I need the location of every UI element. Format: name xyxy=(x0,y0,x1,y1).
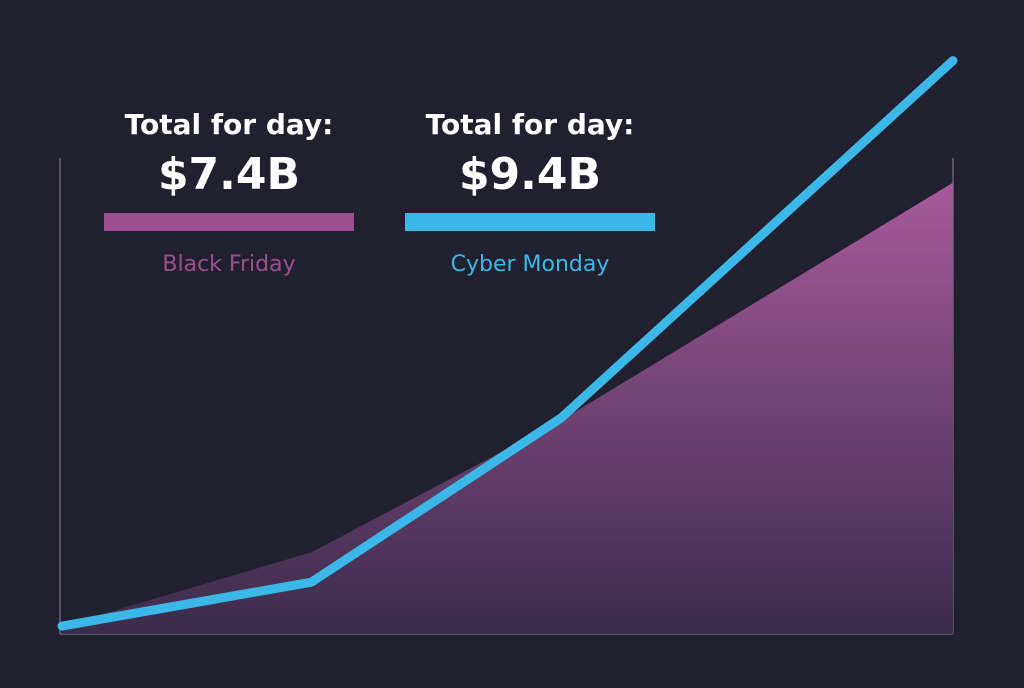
area xyxy=(62,182,953,634)
total-amount: $7.4B xyxy=(158,149,300,200)
plot xyxy=(57,56,958,634)
total-title: Total for day: xyxy=(426,108,635,141)
legend-label: Black Friday xyxy=(162,252,295,277)
legend-swatch xyxy=(104,213,354,231)
legend-swatch xyxy=(405,213,655,231)
legend: Total for day: $7.4B Black Friday Total for… xyxy=(104,108,655,277)
legend-label: Cyber Monday xyxy=(451,252,610,277)
total-amount: $9.4B xyxy=(459,149,601,200)
total-title: Total for day: xyxy=(125,108,334,141)
line xyxy=(57,56,958,631)
